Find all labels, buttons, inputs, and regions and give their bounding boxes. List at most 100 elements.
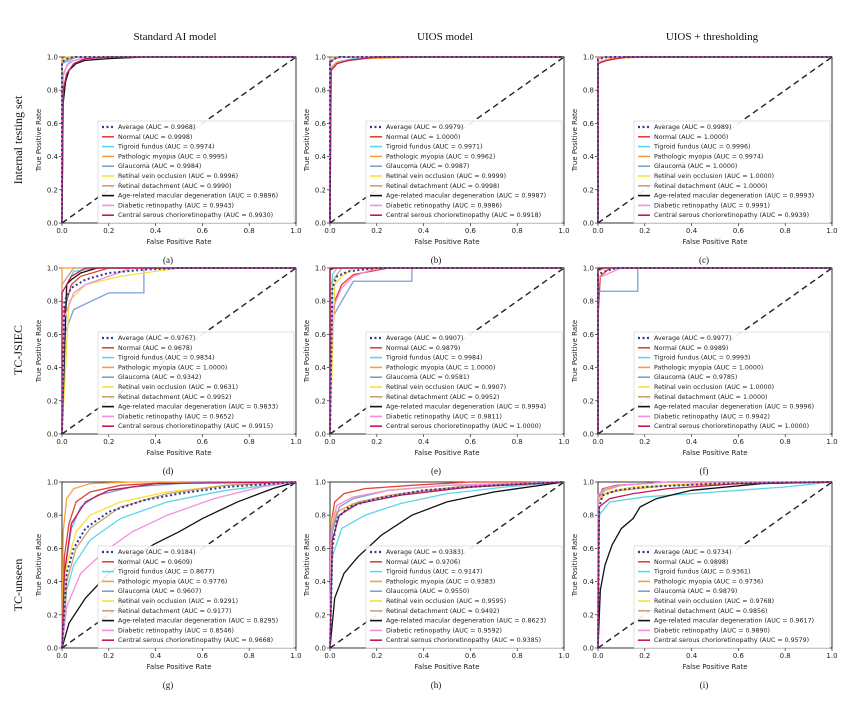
- legend-entry: Tigroid fundus (AUC = 0.9993): [653, 355, 750, 362]
- legend-entry: Glaucoma (AUC = 0.9550): [386, 588, 469, 595]
- x-tick-label: 0.6: [197, 438, 209, 446]
- roc-curve-average: [61, 267, 296, 435]
- x-tick-label: 0.4: [686, 438, 698, 446]
- roc-curve-dr: [329, 481, 565, 649]
- column-title-thresholding: UIOS + thresholding: [666, 31, 759, 43]
- legend-entry: Average (AUC = 0.9734): [654, 549, 731, 556]
- legend-entry: Retinal detachment (AUC = 0.9492): [386, 608, 499, 615]
- y-tick-label: 0.0: [315, 431, 326, 439]
- legend-entry: Glaucoma (AUC = 0.9984): [118, 163, 201, 170]
- x-tick-label: 0.8: [780, 438, 791, 446]
- roc-curve-average: [329, 481, 565, 649]
- x-tick-label: 0.0: [324, 652, 335, 660]
- y-tick-label: 0.8: [583, 512, 594, 520]
- y-tick-label: 0.0: [47, 645, 58, 653]
- legend-entry: Average (AUC = 0.9968): [118, 124, 195, 131]
- x-tick-label: 1.0: [826, 227, 837, 235]
- x-tick-label: 0.8: [244, 227, 255, 235]
- y-tick-label: 0.4: [315, 153, 327, 161]
- legend-entry: Retinal vein occlusion (AUC = 0.9291): [118, 598, 238, 605]
- legend-entry: Retinal vein occlusion (AUC = 1.0000): [654, 384, 774, 391]
- x-tick-label: 0.6: [197, 227, 209, 235]
- legend-entry: Age-related macular degeneration (AUC = …: [118, 618, 278, 625]
- y-tick-label: 0.2: [583, 186, 594, 194]
- legend-entry: Glaucoma (AUC = 0.9785): [654, 374, 737, 381]
- x-tick-label: 0.2: [639, 438, 650, 446]
- y-tick-label: 0.0: [47, 220, 58, 228]
- y-axis-label: True Positive Rate: [35, 320, 43, 383]
- legend-entry: Age-related macular degeneration (AUC = …: [654, 193, 814, 200]
- y-tick-label: 0.6: [47, 545, 59, 553]
- legend-entry: Average (AUC = 0.9907): [386, 335, 463, 342]
- legend-entry: Glaucoma (AUC = 0.9607): [118, 588, 201, 595]
- y-tick-label: 1.0: [315, 479, 326, 487]
- x-tick-label: 0.0: [56, 438, 67, 446]
- roc-curve-amd: [329, 481, 565, 649]
- x-tick-label: 1.0: [826, 438, 837, 446]
- roc-panel-b: 0.00.0 0.2 0.2 0.4 0.4 0.6 0.6 0.8 0.8 1.0 1.0 Fals…: [303, 54, 570, 266]
- row-title-internal: Internal testing set: [11, 95, 25, 184]
- panel-letter: (i): [700, 680, 709, 690]
- x-axis-label: False Positive Rate: [414, 663, 479, 671]
- panel-letter: (c): [699, 255, 709, 265]
- roc-panel-f: 0.00.0 0.2 0.2 0.4 0.4 0.6 0.6 0.8 0.8 1.0 1.0 Fals…: [571, 265, 838, 477]
- legend-entry: Central serous chorioretinopathy (AUC = …: [386, 637, 541, 644]
- y-tick-label: 0.2: [583, 611, 594, 619]
- legend-entry: Age-related macular degeneration (AUC = …: [654, 404, 814, 411]
- legend-entry: Diabetic retinopathy (AUC = 0.9991): [654, 202, 770, 209]
- panel-letter: (d): [163, 466, 174, 476]
- roc-panel-h: 0.00.0 0.2 0.2 0.4 0.4 0.6 0.6 0.8 0.8 1.0 1.0 Fals…: [303, 479, 570, 691]
- legend-entry: Central serous chorioretinopathy (AUC = …: [654, 637, 809, 644]
- x-tick-label: 0.4: [150, 652, 162, 660]
- legend-entry: Retinal vein occlusion (AUC = 0.9996): [118, 173, 238, 180]
- legend-box: [365, 331, 563, 435]
- y-axis-label: True Positive Rate: [35, 109, 43, 172]
- legend-entry: Retinal detachment (AUC = 0.9856): [654, 608, 767, 615]
- y-axis-label: True Positive Rate: [571, 109, 579, 172]
- y-tick-label: 0.2: [47, 397, 58, 405]
- x-tick-label: 0.8: [512, 227, 523, 235]
- x-tick-label: 0.2: [371, 438, 382, 446]
- x-axis-label: False Positive Rate: [682, 238, 747, 246]
- roc-curve-tigroid: [329, 481, 565, 649]
- x-tick-label: 0.6: [733, 438, 745, 446]
- roc-curve-amd: [61, 481, 297, 649]
- x-tick-label: 0.2: [103, 652, 114, 660]
- x-tick-label: 0.4: [418, 438, 430, 446]
- legend-entry: Diabetic retinopathy (AUC = 0.8546): [118, 627, 234, 634]
- roc-curve-myopia: [61, 481, 296, 649]
- x-tick-label: 1.0: [290, 438, 301, 446]
- y-tick-label: 0.0: [47, 431, 58, 439]
- legend-entry: Diabetic retinopathy (AUC = 0.9986): [386, 202, 502, 209]
- legend-entry: Retinal detachment (AUC = 0.9952): [118, 394, 231, 401]
- x-axis-label: False Positive Rate: [414, 238, 479, 246]
- legend-entry: Average (AUC = 0.9184): [118, 549, 195, 556]
- legend-entry: Age-related macular degeneration (AUC = …: [386, 618, 546, 625]
- legend-box: [633, 545, 831, 649]
- y-tick-label: 1.0: [583, 479, 594, 487]
- legend-box: [633, 120, 831, 224]
- roc-curve-average: [329, 56, 564, 223]
- legend-entry: Glaucoma (AUC = 0.9987): [386, 163, 469, 170]
- legend-entry: Pathologic myopia (AUC = 0.9962): [386, 153, 495, 160]
- roc-curve-average: [597, 56, 832, 223]
- y-tick-label: 0.2: [315, 397, 326, 405]
- y-tick-label: 0.4: [315, 364, 327, 372]
- y-tick-label: 0.6: [583, 331, 595, 339]
- legend-box: [97, 331, 295, 435]
- x-tick-label: 0.6: [733, 652, 745, 660]
- y-tick-label: 0.8: [47, 512, 58, 520]
- legend-entry: Normal (AUC = 0.9706): [386, 559, 460, 566]
- x-tick-label: 0.2: [103, 438, 114, 446]
- y-tick-label: 1.0: [583, 54, 594, 62]
- legend-entry: Age-related macular degeneration (AUC = …: [118, 193, 278, 200]
- y-tick-label: 0.6: [583, 120, 595, 128]
- x-tick-label: 0.2: [639, 652, 650, 660]
- panel-letter: (f): [700, 466, 709, 476]
- y-tick-label: 0.6: [583, 545, 595, 553]
- y-tick-label: 0.4: [47, 153, 59, 161]
- roc-curve-amd: [597, 481, 833, 649]
- legend-entry: Glaucoma (AUC = 0.9342): [118, 374, 201, 381]
- y-axis-label: True Positive Rate: [571, 534, 579, 597]
- legend-entry: Pathologic myopia (AUC = 0.9736): [654, 578, 763, 585]
